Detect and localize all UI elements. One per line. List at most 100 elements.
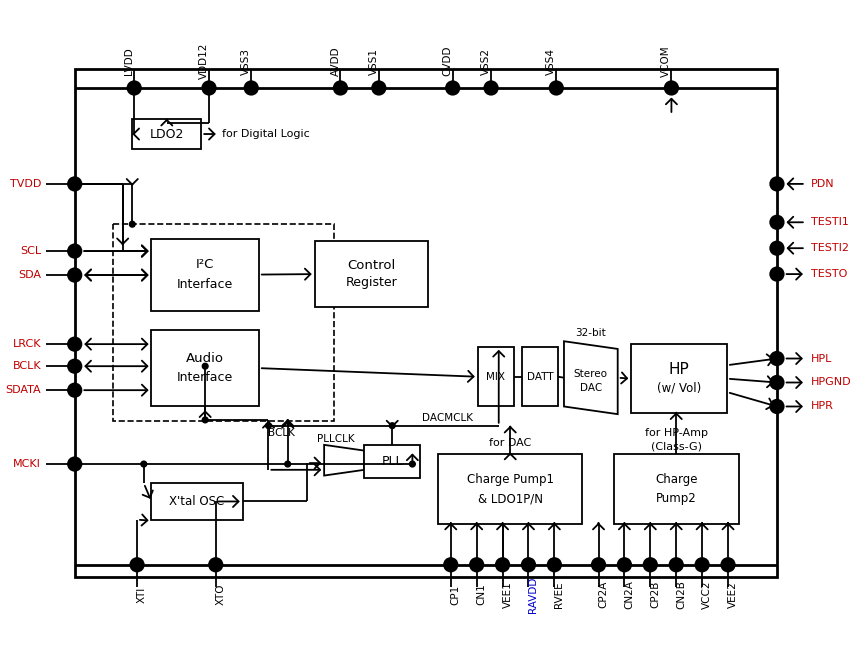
Polygon shape (563, 341, 617, 414)
Text: RAVDD: RAVDD (528, 576, 538, 613)
Text: Interface: Interface (177, 278, 233, 291)
Circle shape (549, 82, 562, 94)
Circle shape (68, 360, 81, 373)
Text: VSS3: VSS3 (241, 48, 251, 74)
Circle shape (591, 558, 605, 571)
Text: CVDD: CVDD (442, 46, 452, 76)
Circle shape (769, 376, 783, 389)
Text: MIX: MIX (486, 372, 505, 382)
Circle shape (664, 82, 677, 94)
Circle shape (202, 364, 208, 369)
Circle shape (130, 221, 135, 227)
Text: SDATA: SDATA (5, 385, 41, 395)
Circle shape (769, 267, 783, 281)
Text: TESTI2: TESTI2 (809, 243, 848, 253)
Text: Register: Register (345, 276, 397, 289)
Text: Pump2: Pump2 (655, 492, 696, 505)
Text: XTO: XTO (216, 584, 225, 605)
Text: VCC2: VCC2 (701, 580, 711, 609)
Text: for DAC: for DAC (489, 438, 531, 448)
Text: LRCK: LRCK (13, 339, 41, 349)
Circle shape (372, 82, 385, 94)
Text: DAC: DAC (579, 383, 601, 393)
Text: for Digital Logic: for Digital Logic (222, 129, 310, 139)
Text: CN2A: CN2A (624, 580, 634, 609)
Circle shape (209, 558, 222, 571)
Circle shape (141, 461, 147, 467)
Text: Charge: Charge (654, 473, 697, 486)
Circle shape (769, 352, 783, 366)
Text: VDD12: VDD12 (199, 43, 209, 80)
Bar (364, 445, 420, 478)
Circle shape (444, 558, 457, 571)
Circle shape (769, 241, 783, 255)
Circle shape (68, 269, 81, 281)
Text: AVDD: AVDD (330, 47, 340, 76)
Text: (Class-G): (Class-G) (650, 442, 701, 452)
Text: I²C: I²C (195, 259, 214, 272)
Text: RVEE: RVEE (554, 581, 564, 608)
Text: VEE2: VEE2 (727, 581, 737, 608)
Text: CP2A: CP2A (598, 581, 608, 608)
Text: LDO2: LDO2 (149, 127, 183, 140)
Circle shape (68, 384, 81, 397)
Bar (613, 454, 738, 523)
Text: HPL: HPL (809, 353, 831, 364)
Circle shape (721, 558, 734, 571)
Text: TESTI1: TESTI1 (809, 217, 847, 227)
Bar (630, 344, 726, 413)
Text: PLL: PLL (381, 455, 403, 468)
Text: & LDO1P/N: & LDO1P/N (477, 492, 543, 505)
Text: VEE1: VEE1 (502, 581, 512, 608)
Text: (w/ Vol): (w/ Vol) (656, 382, 700, 395)
Bar (151, 239, 258, 311)
Circle shape (769, 400, 783, 413)
Text: PLLCLK: PLLCLK (316, 434, 354, 444)
Bar (151, 330, 258, 406)
Polygon shape (324, 445, 364, 476)
Text: LVDD: LVDD (124, 47, 134, 75)
Circle shape (68, 245, 81, 258)
Text: SDA: SDA (18, 270, 41, 280)
Circle shape (334, 82, 347, 94)
Text: Stereo: Stereo (573, 369, 607, 379)
Circle shape (202, 417, 208, 422)
Circle shape (617, 558, 630, 571)
Text: BCLK: BCLK (13, 361, 41, 371)
Text: CP2B: CP2B (649, 581, 659, 608)
Circle shape (131, 558, 143, 571)
Text: TESTO: TESTO (809, 269, 846, 279)
Circle shape (769, 215, 783, 229)
Text: PDN: PDN (809, 179, 833, 189)
Circle shape (769, 177, 783, 191)
Circle shape (68, 457, 81, 471)
Circle shape (694, 558, 708, 571)
Bar (438, 454, 582, 523)
Bar (151, 483, 242, 520)
Circle shape (389, 422, 395, 428)
Circle shape (68, 177, 81, 191)
Text: VSS4: VSS4 (546, 48, 555, 74)
Text: Charge Pump1: Charge Pump1 (467, 473, 553, 486)
Text: VCOM: VCOM (660, 45, 670, 77)
Circle shape (547, 558, 560, 571)
Circle shape (265, 422, 271, 428)
Text: for HP-Amp: for HP-Amp (644, 428, 707, 439)
Text: XTI: XTI (136, 586, 147, 602)
Circle shape (484, 82, 497, 94)
Circle shape (445, 82, 459, 94)
Circle shape (669, 558, 682, 571)
Circle shape (68, 338, 81, 351)
Text: TVDD: TVDD (9, 179, 41, 189)
Circle shape (202, 82, 216, 94)
Circle shape (496, 558, 508, 571)
Text: CP1: CP1 (450, 584, 461, 605)
Text: CN2B: CN2B (676, 580, 686, 609)
Text: SCL: SCL (20, 246, 41, 256)
Circle shape (284, 461, 290, 467)
Text: X'tal OSC: X'tal OSC (169, 495, 224, 508)
Text: CN1: CN1 (476, 584, 486, 606)
Text: Interface: Interface (177, 371, 233, 384)
Text: HPGND: HPGND (809, 377, 850, 388)
Circle shape (127, 82, 141, 94)
